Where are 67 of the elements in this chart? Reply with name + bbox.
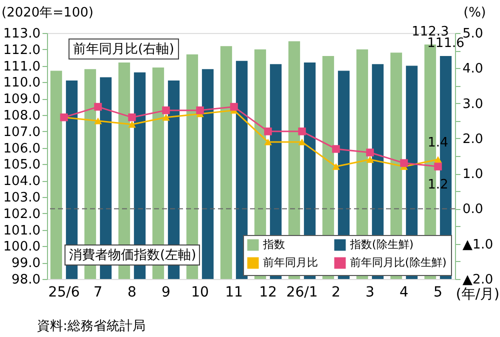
x-axis-title: (年/月) (456, 286, 500, 302)
y2-tick-label: ▲1.0 (462, 237, 494, 252)
legend-label: 前年同月比(除生鮮) (350, 256, 447, 269)
x-tick-label: 9 (162, 284, 170, 300)
point (162, 106, 170, 114)
y2-tick-label: ▲2.0 (462, 272, 494, 288)
x-tick-label: 11 (225, 284, 243, 300)
x-tick-label: 5 (434, 284, 442, 300)
annotation: 消費者物価指数(左軸) (69, 248, 196, 263)
legend-label: 指数 (262, 238, 285, 251)
y2-tick-label: 1.0 (462, 167, 484, 182)
y-tick-label: 108.0 (3, 108, 40, 124)
x-tick-label: 26/1 (286, 284, 318, 300)
y-tick-label: 106.0 (3, 141, 40, 156)
point (298, 138, 306, 146)
point (128, 113, 136, 122)
point (94, 118, 102, 124)
point (400, 159, 408, 167)
point (366, 156, 374, 163)
y-tick-label: 103.0 (3, 190, 40, 206)
x-tick-label: 4 (400, 284, 409, 300)
point (94, 102, 102, 111)
point (264, 138, 272, 146)
y-tick-label: 101.0 (3, 223, 40, 238)
y-tick-label: 98.0 (12, 272, 40, 288)
x-tick-label: 3 (366, 284, 374, 300)
y2-tick-label: 2.0 (462, 132, 484, 147)
x-tick-label: 7 (94, 284, 102, 300)
point (332, 163, 340, 170)
point (298, 128, 306, 136)
x-tick-label: 2 (332, 284, 340, 300)
annotation: 前年同月比(右軸) (73, 42, 174, 57)
legend-label: 前年同月比 (263, 256, 318, 269)
y-tick-label: 111.0 (3, 59, 40, 74)
point (366, 148, 374, 156)
y-tick-label: 109.0 (3, 92, 40, 108)
x-tick-label: 10 (191, 284, 209, 300)
point (128, 121, 136, 128)
y-tick-label: 112.0 (3, 42, 40, 58)
y-tick-label: 100.0 (3, 240, 40, 255)
data-label: 1.2 (428, 178, 448, 193)
y-tick-label: 113.0 (3, 26, 40, 42)
data-label: 111.6 (427, 36, 464, 51)
y-tick-label: 102.0 (3, 206, 40, 222)
data-label: 1.4 (428, 136, 448, 151)
y-axis-title: (2020年=100) (2, 6, 94, 20)
y-tick-label: 105.0 (3, 158, 40, 173)
legend-label: 指数(除生鮮) (349, 238, 414, 251)
y-tick-label: 107.0 (3, 124, 40, 140)
x-tick-label: 25/6 (48, 284, 80, 300)
y-tick-label: 110.0 (3, 76, 40, 91)
y2-axis-title: (%) (464, 6, 486, 20)
y2-tick-label: 0.0 (462, 202, 484, 218)
point (264, 128, 272, 136)
point (230, 102, 238, 111)
point (162, 114, 170, 121)
x-tick-label: 8 (128, 284, 136, 300)
y2-tick-label: 5.0 (462, 26, 484, 42)
y2-tick-label: 4.0 (462, 62, 484, 77)
text: 資料:総務省統計局 (37, 319, 146, 334)
point (434, 162, 442, 170)
point (196, 106, 204, 114)
y2-tick-label: 3.0 (462, 96, 484, 112)
x-tick-label: 12 (259, 284, 277, 300)
point (332, 145, 340, 153)
y-tick-label: 99.0 (12, 256, 40, 272)
y-tick-label: 104.0 (3, 174, 40, 190)
